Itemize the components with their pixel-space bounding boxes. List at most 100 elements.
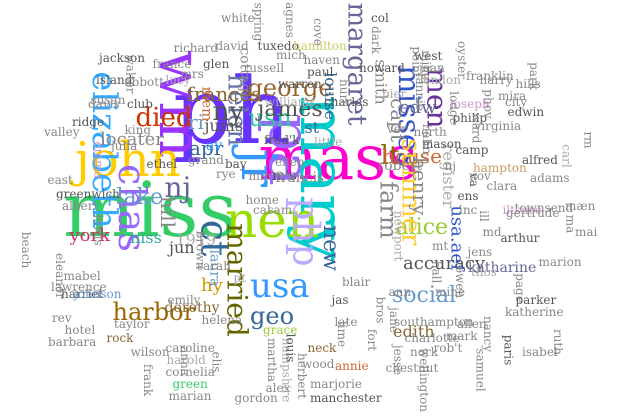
word-mrs: mrs bbox=[180, 67, 204, 81]
word-hills: hills bbox=[515, 77, 541, 91]
word-newport: newport bbox=[390, 210, 405, 262]
word-rock: rock bbox=[106, 331, 134, 345]
word-james: james bbox=[257, 97, 323, 122]
word-alice: alice bbox=[395, 215, 449, 240]
word-min: min bbox=[248, 169, 272, 183]
word-locater: locater bbox=[100, 129, 164, 150]
word-bay: bay bbox=[225, 157, 247, 171]
word-townsend: townsend bbox=[514, 201, 574, 215]
word-charles: charles bbox=[324, 95, 369, 109]
word-jackson: jackson bbox=[99, 51, 145, 65]
word-jens: jens bbox=[467, 245, 493, 259]
word-elis: elis bbox=[208, 351, 223, 373]
word-katherine: katherine bbox=[505, 305, 564, 319]
word-fred-k: fred'k bbox=[264, 133, 300, 147]
word-island: island bbox=[96, 73, 133, 87]
word-russell: russell bbox=[243, 61, 285, 75]
word-albert: albert bbox=[62, 199, 99, 213]
word-mine: mine bbox=[435, 285, 466, 299]
word-pt: pt bbox=[233, 271, 247, 285]
word-carl: carl bbox=[559, 144, 574, 168]
word-robert: robert bbox=[377, 158, 423, 174]
word-rob-t: rob't bbox=[433, 341, 463, 355]
word-ens: ens bbox=[457, 189, 479, 203]
word-richard: richard bbox=[173, 41, 219, 55]
word-edw: edw bbox=[399, 97, 437, 118]
word-cove: cove bbox=[310, 18, 325, 46]
word-white: white bbox=[221, 11, 255, 25]
word-rye: rye bbox=[216, 167, 236, 181]
word-philip: philip bbox=[452, 111, 488, 125]
word-camp: camp bbox=[455, 143, 489, 157]
word-charlotte: charlotte bbox=[404, 331, 460, 345]
word-hahn: hahn bbox=[420, 123, 435, 155]
word-pier: pier bbox=[382, 87, 407, 101]
word-agnes: agnes bbox=[282, 2, 297, 38]
word-caroline: caroline bbox=[165, 341, 215, 355]
word-jane: jane bbox=[386, 307, 401, 333]
word-ellen: ellen bbox=[275, 155, 305, 169]
word-louis: louis bbox=[282, 333, 297, 363]
word-social: social bbox=[392, 283, 457, 308]
word-paul: paul bbox=[307, 65, 334, 79]
word-hampton: hampton bbox=[473, 161, 527, 175]
word-iltsure: iltsure bbox=[502, 203, 542, 217]
word-isabel: isabel bbox=[522, 345, 558, 359]
word-harbor: harbor bbox=[112, 298, 196, 326]
word-sarah: sarah bbox=[197, 259, 231, 273]
word-grand: grand bbox=[188, 153, 224, 167]
word-md: md bbox=[482, 225, 502, 239]
word-southampton: southampton bbox=[394, 315, 474, 329]
word-geo: geo bbox=[250, 302, 295, 330]
word-chestnut: chestnut bbox=[385, 361, 439, 375]
word-nj: nj bbox=[444, 159, 456, 173]
word-samuel: samuel bbox=[473, 348, 488, 392]
word-glen: glen bbox=[203, 57, 230, 71]
word-fort: fort bbox=[365, 328, 380, 352]
word-johnson: johnson bbox=[74, 287, 122, 301]
word-martha: martha bbox=[264, 338, 279, 382]
word-edwin: edwin bbox=[507, 105, 545, 119]
word-george: george bbox=[247, 74, 333, 102]
word-annie: annie bbox=[335, 359, 369, 373]
word-mark: mark bbox=[446, 329, 478, 343]
word-ver: ver bbox=[387, 122, 407, 136]
word-london: london bbox=[419, 73, 461, 87]
word-niss: niss bbox=[130, 228, 162, 247]
word-east: east bbox=[47, 173, 73, 187]
word-ethel: ethel bbox=[146, 157, 178, 171]
word-lime: lime bbox=[335, 320, 350, 348]
word-davis: davis bbox=[88, 97, 120, 111]
word-register: register bbox=[439, 143, 459, 209]
word-anna: anna bbox=[177, 346, 192, 376]
word-allen: allen bbox=[457, 317, 487, 331]
word-blair: blair bbox=[342, 275, 371, 289]
word-williams: williams bbox=[265, 95, 316, 109]
word-ridge: ridge bbox=[72, 115, 105, 129]
word-haven: haven bbox=[303, 53, 341, 67]
word-emily: emily bbox=[167, 293, 201, 307]
word-clara: clara bbox=[486, 179, 518, 193]
word-lucy: lucy bbox=[165, 73, 191, 87]
word-lake: lake bbox=[116, 185, 164, 210]
word-mass: mass bbox=[258, 121, 418, 194]
word-nov: nov bbox=[469, 169, 491, 183]
word-franklin: franklin bbox=[466, 69, 514, 83]
word-virginia: virginia bbox=[474, 119, 522, 133]
word-page: page bbox=[512, 273, 527, 303]
word-marjorie: marjorie bbox=[310, 377, 362, 391]
word-warren: warren bbox=[278, 77, 322, 91]
word-hy: hy bbox=[201, 275, 223, 296]
word-rev: rev bbox=[52, 311, 72, 325]
word-wilson: wilson bbox=[130, 345, 170, 359]
word-north: north bbox=[413, 125, 447, 139]
word-thos: thos bbox=[471, 265, 497, 279]
word-home: home bbox=[245, 193, 279, 207]
word-mira: mira bbox=[498, 89, 527, 103]
word-neck: neck bbox=[307, 341, 337, 355]
word-hurt: hurt bbox=[337, 78, 352, 106]
word-hotel: hotel bbox=[64, 323, 96, 337]
word-phov: phov bbox=[481, 89, 496, 119]
word-marion: marion bbox=[538, 255, 582, 269]
word-abbott: abbott bbox=[124, 75, 164, 89]
